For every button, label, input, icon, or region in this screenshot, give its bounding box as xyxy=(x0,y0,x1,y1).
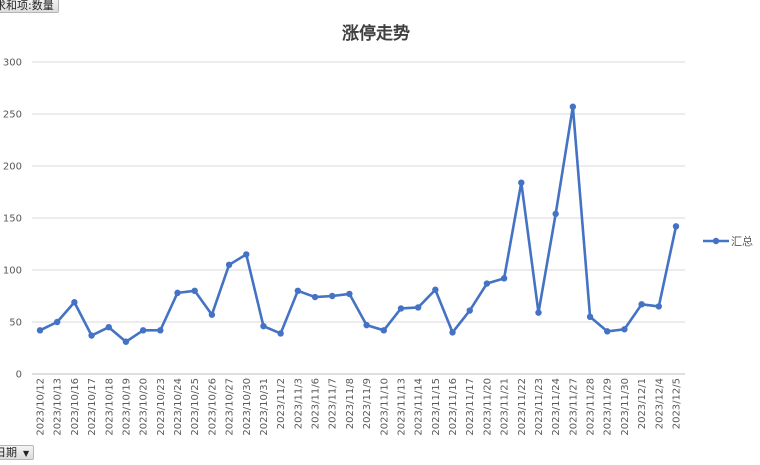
data-point[interactable] xyxy=(329,292,336,300)
data-point[interactable] xyxy=(139,327,147,334)
x-tick-label: 2023/11/23 xyxy=(534,378,545,436)
y-tick-label: 50 xyxy=(9,318,22,329)
x-tick-label: 2023/10/30 xyxy=(242,378,253,436)
x-tick-label: 2023/10/26 xyxy=(207,378,218,436)
data-point[interactable] xyxy=(621,326,628,333)
chart-title: 涨停走势 xyxy=(342,23,410,44)
x-tick-label: 2023/10/12 xyxy=(36,378,47,436)
y-tick-label: 150 xyxy=(3,214,22,225)
x-tick-label: 2023/10/19 xyxy=(121,378,132,436)
x-tick-label: 2023/11/3 xyxy=(293,378,304,429)
date-field-label: 日期 xyxy=(0,446,17,459)
x-tick-label: 2023/11/21 xyxy=(500,378,511,436)
data-point[interactable] xyxy=(243,251,250,258)
x-tick-label: 2023/11/17 xyxy=(465,378,476,436)
data-point[interactable] xyxy=(380,327,387,334)
data-point[interactable] xyxy=(500,275,508,282)
legend[interactable]: 汇总 xyxy=(703,234,753,248)
data-point[interactable] xyxy=(604,328,611,335)
data-point[interactable] xyxy=(586,313,594,320)
data-point[interactable] xyxy=(466,307,473,314)
x-tick-label: 2023/10/27 xyxy=(225,378,236,436)
series-line xyxy=(39,105,678,344)
date-field-button[interactable]: 日期 ▼ xyxy=(0,445,35,460)
data-point[interactable] xyxy=(483,280,491,287)
x-tick-label: 2023/11/20 xyxy=(482,378,493,436)
x-tick-label: 2023/11/24 xyxy=(551,378,562,436)
data-point[interactable] xyxy=(569,103,577,110)
data-point[interactable] xyxy=(518,179,525,186)
x-tick-label: 2023/12/5 xyxy=(672,378,683,429)
data-point[interactable] xyxy=(122,338,130,345)
data-point[interactable] xyxy=(88,332,95,339)
data-point[interactable] xyxy=(105,324,112,331)
x-tick-label: 2023/11/13 xyxy=(396,378,407,436)
x-tick-label: 2023/11/27 xyxy=(568,378,579,436)
data-point[interactable] xyxy=(36,327,44,334)
data-point[interactable] xyxy=(191,287,198,294)
data-point[interactable] xyxy=(346,290,353,298)
legend-label: 汇总 xyxy=(731,234,753,248)
data-point[interactable] xyxy=(414,304,422,311)
x-tick-label: 2023/11/2 xyxy=(276,378,287,429)
data-point[interactable] xyxy=(552,210,559,218)
x-tick-label: 2023/12/1 xyxy=(637,378,648,429)
x-tick-label: 2023/10/17 xyxy=(87,378,98,436)
x-tick-label: 2023/11/10 xyxy=(379,378,390,436)
x-tick-label: 2023/11/14 xyxy=(414,378,425,436)
data-point[interactable] xyxy=(71,299,78,306)
x-tick-label: 2023/11/9 xyxy=(362,378,373,429)
x-tick-label: 2023/10/13 xyxy=(53,378,64,436)
data-point[interactable] xyxy=(174,289,181,297)
y-tick-label: 200 xyxy=(3,162,22,173)
x-tick-label: 2023/12/4 xyxy=(654,378,665,429)
data-point[interactable] xyxy=(294,287,302,294)
x-tick-label: 2023/10/25 xyxy=(190,378,201,436)
y-tick-label: 0 xyxy=(16,370,22,381)
data-point[interactable] xyxy=(535,309,542,316)
data-point[interactable] xyxy=(449,329,456,336)
y-tick-label: 100 xyxy=(3,266,22,277)
value-field-label: 求和项:数量 xyxy=(0,0,54,12)
x-tick-label: 2023/11/16 xyxy=(448,378,459,436)
data-point[interactable] xyxy=(311,293,319,301)
series-layer xyxy=(36,103,680,345)
data-point[interactable] xyxy=(225,261,233,268)
data-point[interactable] xyxy=(277,330,284,337)
x-tick-label: 2023/11/6 xyxy=(311,378,322,429)
data-point[interactable] xyxy=(157,327,164,334)
x-tick-label: 2023/11/29 xyxy=(603,378,614,436)
data-point[interactable] xyxy=(53,318,61,326)
y-tick-label: 250 xyxy=(3,110,22,121)
data-point[interactable] xyxy=(397,305,405,312)
y-tick-label: 300 xyxy=(3,58,22,69)
x-tick-label: 2023/11/22 xyxy=(517,378,528,436)
x-tick-label: 2023/10/23 xyxy=(156,378,167,436)
x-tick-label: 2023/11/15 xyxy=(431,378,442,436)
x-tick-label: 2023/10/31 xyxy=(259,378,270,436)
x-tick-label: 2023/11/7 xyxy=(328,378,339,429)
gridlines xyxy=(32,61,685,375)
x-tick-label: 2023/10/20 xyxy=(139,378,150,436)
data-point[interactable] xyxy=(260,322,267,330)
x-tick-label: 2023/11/28 xyxy=(586,378,597,436)
data-point[interactable] xyxy=(432,286,439,293)
data-point[interactable] xyxy=(655,303,663,310)
value-field-button[interactable]: 求和项:数量 xyxy=(0,0,59,13)
x-tick-label: 2023/11/30 xyxy=(620,378,631,436)
x-tick-label: 2023/10/16 xyxy=(70,378,81,436)
x-tick-label: 2023/10/24 xyxy=(173,378,184,436)
x-tick-label: 2023/11/8 xyxy=(345,378,356,429)
data-point[interactable] xyxy=(638,301,645,308)
legend-marker-icon xyxy=(712,237,720,245)
x-axis-ticks: 2023/10/12 2023/10/13 2023/10/16 2023/10/17… xyxy=(36,378,683,436)
y-axis-ticks: 0 50 100 150 200 250 300 xyxy=(3,58,22,381)
data-point[interactable] xyxy=(208,311,216,318)
data-point[interactable] xyxy=(672,223,680,230)
x-tick-label: 2023/10/18 xyxy=(104,378,115,436)
data-point[interactable] xyxy=(363,321,370,329)
dropdown-arrow-icon: ▼ xyxy=(23,449,30,458)
